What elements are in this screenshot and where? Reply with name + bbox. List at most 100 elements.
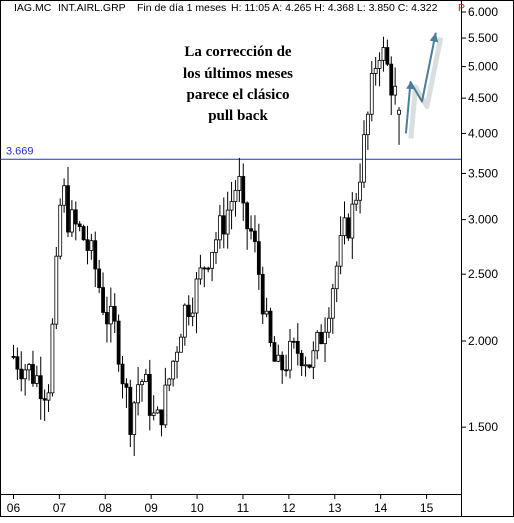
candle-body (11, 355, 16, 358)
candle-body (319, 331, 324, 345)
candle-body (362, 134, 366, 183)
x-axis-frame (0, 494, 462, 517)
y-tick-label: 4.500 (468, 91, 498, 105)
candle-body (288, 340, 292, 371)
candle-body (50, 323, 55, 394)
candle (221, 197, 226, 249)
candle (54, 246, 59, 330)
candle (253, 215, 257, 253)
candle-body (77, 223, 82, 227)
header-period: Fin de día 1 meses (137, 2, 226, 14)
candle (214, 232, 218, 264)
reference-line-label: 3.669 (6, 145, 34, 157)
candle (15, 347, 20, 380)
candle-body (295, 340, 300, 354)
candle-body (147, 373, 152, 416)
x-tick-label: 08 (99, 501, 113, 515)
candle (116, 314, 121, 372)
candle (264, 297, 269, 318)
candle-body (143, 373, 148, 383)
candle (358, 163, 362, 214)
candle (217, 204, 222, 249)
annotation-line-4: pull back (208, 108, 268, 124)
candle (198, 254, 203, 285)
candle-body (31, 364, 35, 384)
candle-body (346, 217, 351, 239)
candle-body (66, 185, 70, 233)
candle-body (323, 331, 327, 345)
candle (225, 191, 230, 249)
candle (342, 201, 347, 245)
candle-body (249, 228, 253, 232)
candle-body (241, 176, 246, 204)
x-tick-label: 07 (53, 501, 67, 515)
candle (66, 166, 70, 238)
candle-body (237, 176, 242, 191)
candle-body (81, 226, 86, 241)
candle (42, 389, 47, 421)
candle-body (315, 331, 320, 352)
projection-arrow-shadow (408, 37, 444, 139)
candle-body (303, 364, 308, 367)
candle (268, 307, 273, 347)
candle (245, 201, 250, 250)
candle-body (280, 354, 285, 371)
candle (365, 111, 370, 150)
x-tick-label: 14 (374, 501, 388, 515)
candle-body (101, 287, 105, 313)
candle-body (175, 351, 179, 362)
y-tick-label: 2.500 (468, 267, 498, 281)
candle-body (202, 267, 207, 270)
candle-body (284, 369, 288, 372)
x-tick-label: 10 (190, 501, 204, 515)
candle (143, 368, 148, 383)
candle (354, 192, 359, 211)
candle (194, 272, 199, 334)
candle (327, 307, 331, 339)
candle (69, 200, 74, 238)
candle (179, 333, 183, 353)
candle-body (373, 68, 378, 74)
candle (58, 198, 63, 260)
candle (50, 318, 55, 397)
y-tick-label: 1.500 (468, 420, 498, 434)
candle (46, 384, 51, 412)
candle (175, 346, 179, 379)
candles (11, 36, 401, 457)
candle (38, 356, 43, 420)
candle (260, 266, 265, 324)
candle (315, 330, 320, 360)
candle (369, 60, 374, 122)
candle (85, 225, 90, 265)
candle (190, 297, 195, 327)
candle-body (245, 202, 250, 230)
candle-body (299, 352, 304, 367)
candle-body (389, 63, 394, 96)
candle (136, 366, 141, 416)
candle (373, 56, 378, 86)
candle-body (136, 384, 141, 404)
candle-body (120, 363, 125, 385)
candle-body (124, 383, 129, 388)
candle (73, 201, 78, 241)
candle-body (393, 85, 398, 96)
candle (171, 359, 176, 387)
candle-body (179, 336, 183, 353)
candle-body (268, 310, 273, 344)
candle (249, 215, 253, 240)
candle-body (54, 255, 59, 325)
candle-body (69, 209, 74, 233)
candle (202, 266, 207, 288)
candle (210, 251, 214, 282)
candle (291, 337, 296, 349)
candle-body (233, 189, 238, 202)
y-tick-label: 2.000 (468, 334, 498, 348)
candle (385, 39, 390, 66)
candle-body (190, 312, 195, 317)
candle-body (163, 384, 168, 426)
candle (167, 377, 172, 391)
candle (27, 362, 31, 381)
candle (299, 349, 304, 377)
candle (89, 233, 94, 260)
candle-body (159, 409, 164, 426)
